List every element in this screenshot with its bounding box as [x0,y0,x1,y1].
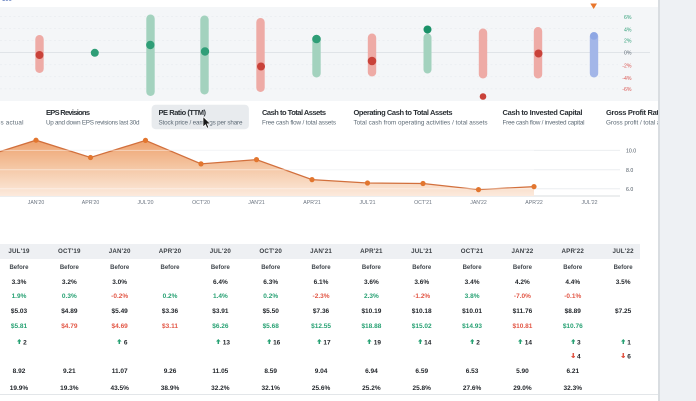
svg-text:APR'20: APR'20 [82,200,100,206]
svg-text:JUL'20: JUL'20 [138,200,154,206]
svg-text:Gross profit / total assets: Gross profit / total assets [606,120,658,127]
svg-text:APR'21: APR'21 [303,200,321,206]
svg-text:6.0: 6.0 [626,187,633,193]
svg-text:0%: 0% [624,50,632,56]
svg-text:APR'22: APR'22 [525,200,543,206]
svg-text:Free cash flow / invested capi: Free cash flow / invested capital [503,120,585,127]
svg-text:JAN'20: JAN'20 [28,200,45,206]
svg-text:Free cash flow / total assets: Free cash flow / total assets [262,120,336,127]
svg-text:s actual: s actual [1,120,24,127]
svg-text:EPS Revisions: EPS Revisions [46,108,90,117]
svg-text:JUL'21: JUL'21 [360,200,376,206]
svg-text:6%: 6% [624,15,632,21]
svg-text:Operating Cash to Total Assets: Operating Cash to Total Assets [354,108,453,117]
svg-text:OCT'20: OCT'20 [192,200,210,206]
svg-text:-6%: -6% [622,87,632,93]
svg-text:4%: 4% [624,28,632,34]
svg-text:Up and down EPS revisions last: Up and down EPS revisions last 30d [46,120,140,127]
svg-text:Cash to Total Assets: Cash to Total Assets [262,108,326,117]
svg-text:-4%: -4% [622,76,632,82]
svg-text:OCT'21: OCT'21 [414,200,432,206]
svg-text:10.0: 10.0 [626,149,636,155]
svg-text:JUL'22: JUL'22 [582,200,598,206]
svg-text:8.0: 8.0 [626,168,633,174]
svg-text:Gross Profit Ratio: Gross Profit Ratio [606,108,658,117]
svg-text:Stock price / earnings per sha: Stock price / earnings per share [159,120,243,127]
svg-text:Total cash from operating acti: Total cash from operating activities / t… [354,120,488,127]
svg-text:-2%: -2% [622,63,632,69]
svg-text:2%: 2% [624,39,632,45]
svg-text:PE Ratio (TTM): PE Ratio (TTM) [159,108,207,117]
svg-text:JAN'21: JAN'21 [248,200,265,206]
svg-text:Cash to Invested Capital: Cash to Invested Capital [503,108,583,117]
svg-text:JAN'22: JAN'22 [470,200,487,206]
